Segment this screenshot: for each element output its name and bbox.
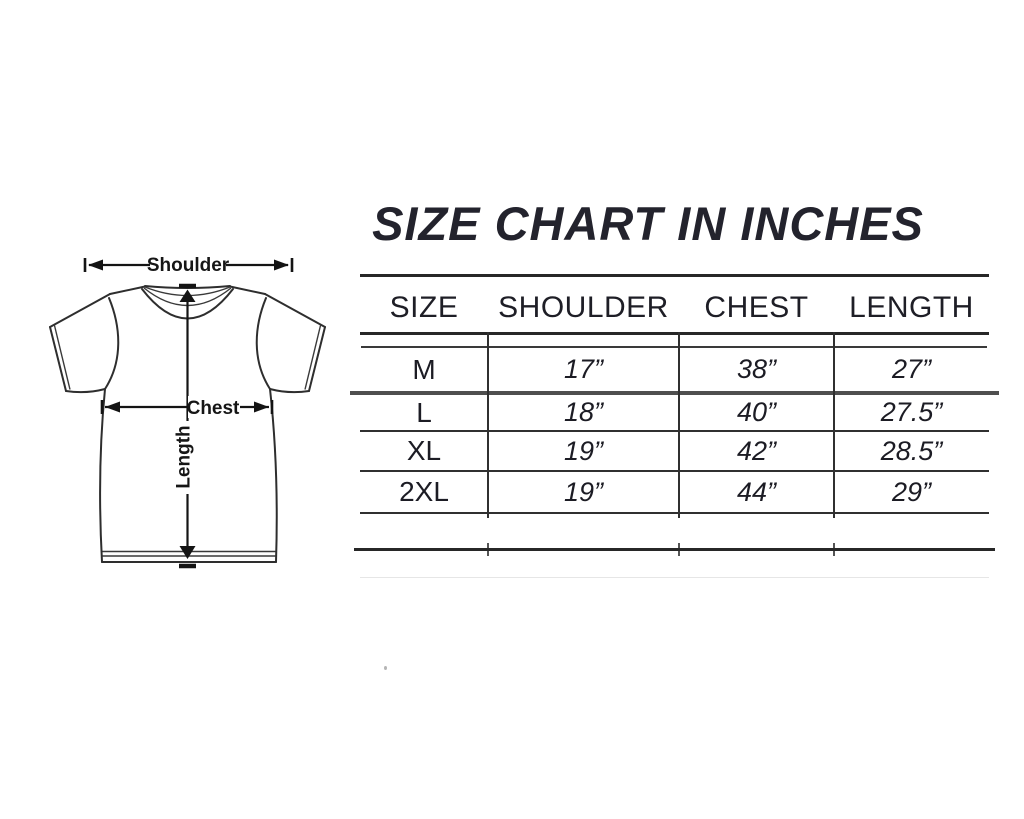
right-sleeve xyxy=(255,293,326,394)
length-dimension-arrow: Length xyxy=(171,283,198,569)
column-header-shoulder: SHOULDER xyxy=(498,291,669,324)
table-row-2xl: 2XL 19” 44” 29” xyxy=(360,472,989,512)
length-cell: 27.5” xyxy=(880,397,943,427)
page-title: SIZE CHART IN INCHES xyxy=(372,197,924,250)
header-rule-thin xyxy=(361,346,987,348)
length-label-backing xyxy=(171,421,198,494)
shoulder-cell: 18” xyxy=(563,397,604,427)
size-cell: L xyxy=(416,396,432,428)
shoulder-seam-right xyxy=(229,285,266,295)
size-cell: XL xyxy=(406,435,442,466)
column-divider xyxy=(678,332,680,518)
chest-dimension-arrow: Chest xyxy=(100,396,274,419)
left-sleeve xyxy=(49,293,120,394)
chest-cell: 40” xyxy=(736,397,777,427)
shoulder-dimension-arrow: Shoulder xyxy=(83,255,294,276)
length-cell: 29” xyxy=(891,476,932,507)
chest-label-backing xyxy=(188,396,240,418)
row-rule xyxy=(360,430,989,432)
column-header-length: LENGTH xyxy=(849,291,974,324)
row-rule xyxy=(360,470,989,472)
size-cell: M xyxy=(412,353,436,385)
table-header-row: SIZE SHOULDER CHEST LENGTH xyxy=(360,286,989,330)
table-bottom-rule xyxy=(354,548,995,551)
size-table: SIZE SHOULDER CHEST LENGTH M 17” 38” 27”… xyxy=(350,274,999,584)
length-cell: 27” xyxy=(891,354,932,384)
image-speck xyxy=(384,666,387,670)
faint-ghost-rule xyxy=(360,577,989,578)
table-row-xl: XL 19” 42” 28.5” xyxy=(360,432,989,470)
header-rule xyxy=(360,332,989,335)
chest-dimension-label: Chest xyxy=(187,398,240,419)
row-rule xyxy=(360,512,989,514)
column-divider xyxy=(487,332,489,518)
tshirt-outline xyxy=(49,285,326,563)
column-divider xyxy=(833,332,835,518)
tshirt-measurement-diagram: Shoulder Length Chest xyxy=(49,255,326,569)
table-row-l: L 18” 40” 27.5” xyxy=(360,395,989,430)
column-header-chest: CHEST xyxy=(704,291,809,324)
table-top-rule xyxy=(360,274,989,277)
size-cell: 2XL xyxy=(399,476,449,507)
shoulder-dimension-label: Shoulder xyxy=(147,255,230,276)
chest-cell: 42” xyxy=(736,435,777,466)
row-rule-thick xyxy=(350,391,999,395)
shoulder-seam-left xyxy=(109,285,146,295)
table-row-m: M 17” 38” 27” xyxy=(360,348,989,391)
chest-cell: 44” xyxy=(736,476,777,507)
length-dimension-label: Length xyxy=(174,425,195,488)
shoulder-cell: 19” xyxy=(563,435,604,466)
chest-cell: 38” xyxy=(736,354,777,384)
shoulder-cell: 19” xyxy=(563,476,604,507)
length-cell: 28.5” xyxy=(880,435,943,466)
column-header-size: SIZE xyxy=(389,291,459,324)
shoulder-cell: 17” xyxy=(563,354,604,384)
